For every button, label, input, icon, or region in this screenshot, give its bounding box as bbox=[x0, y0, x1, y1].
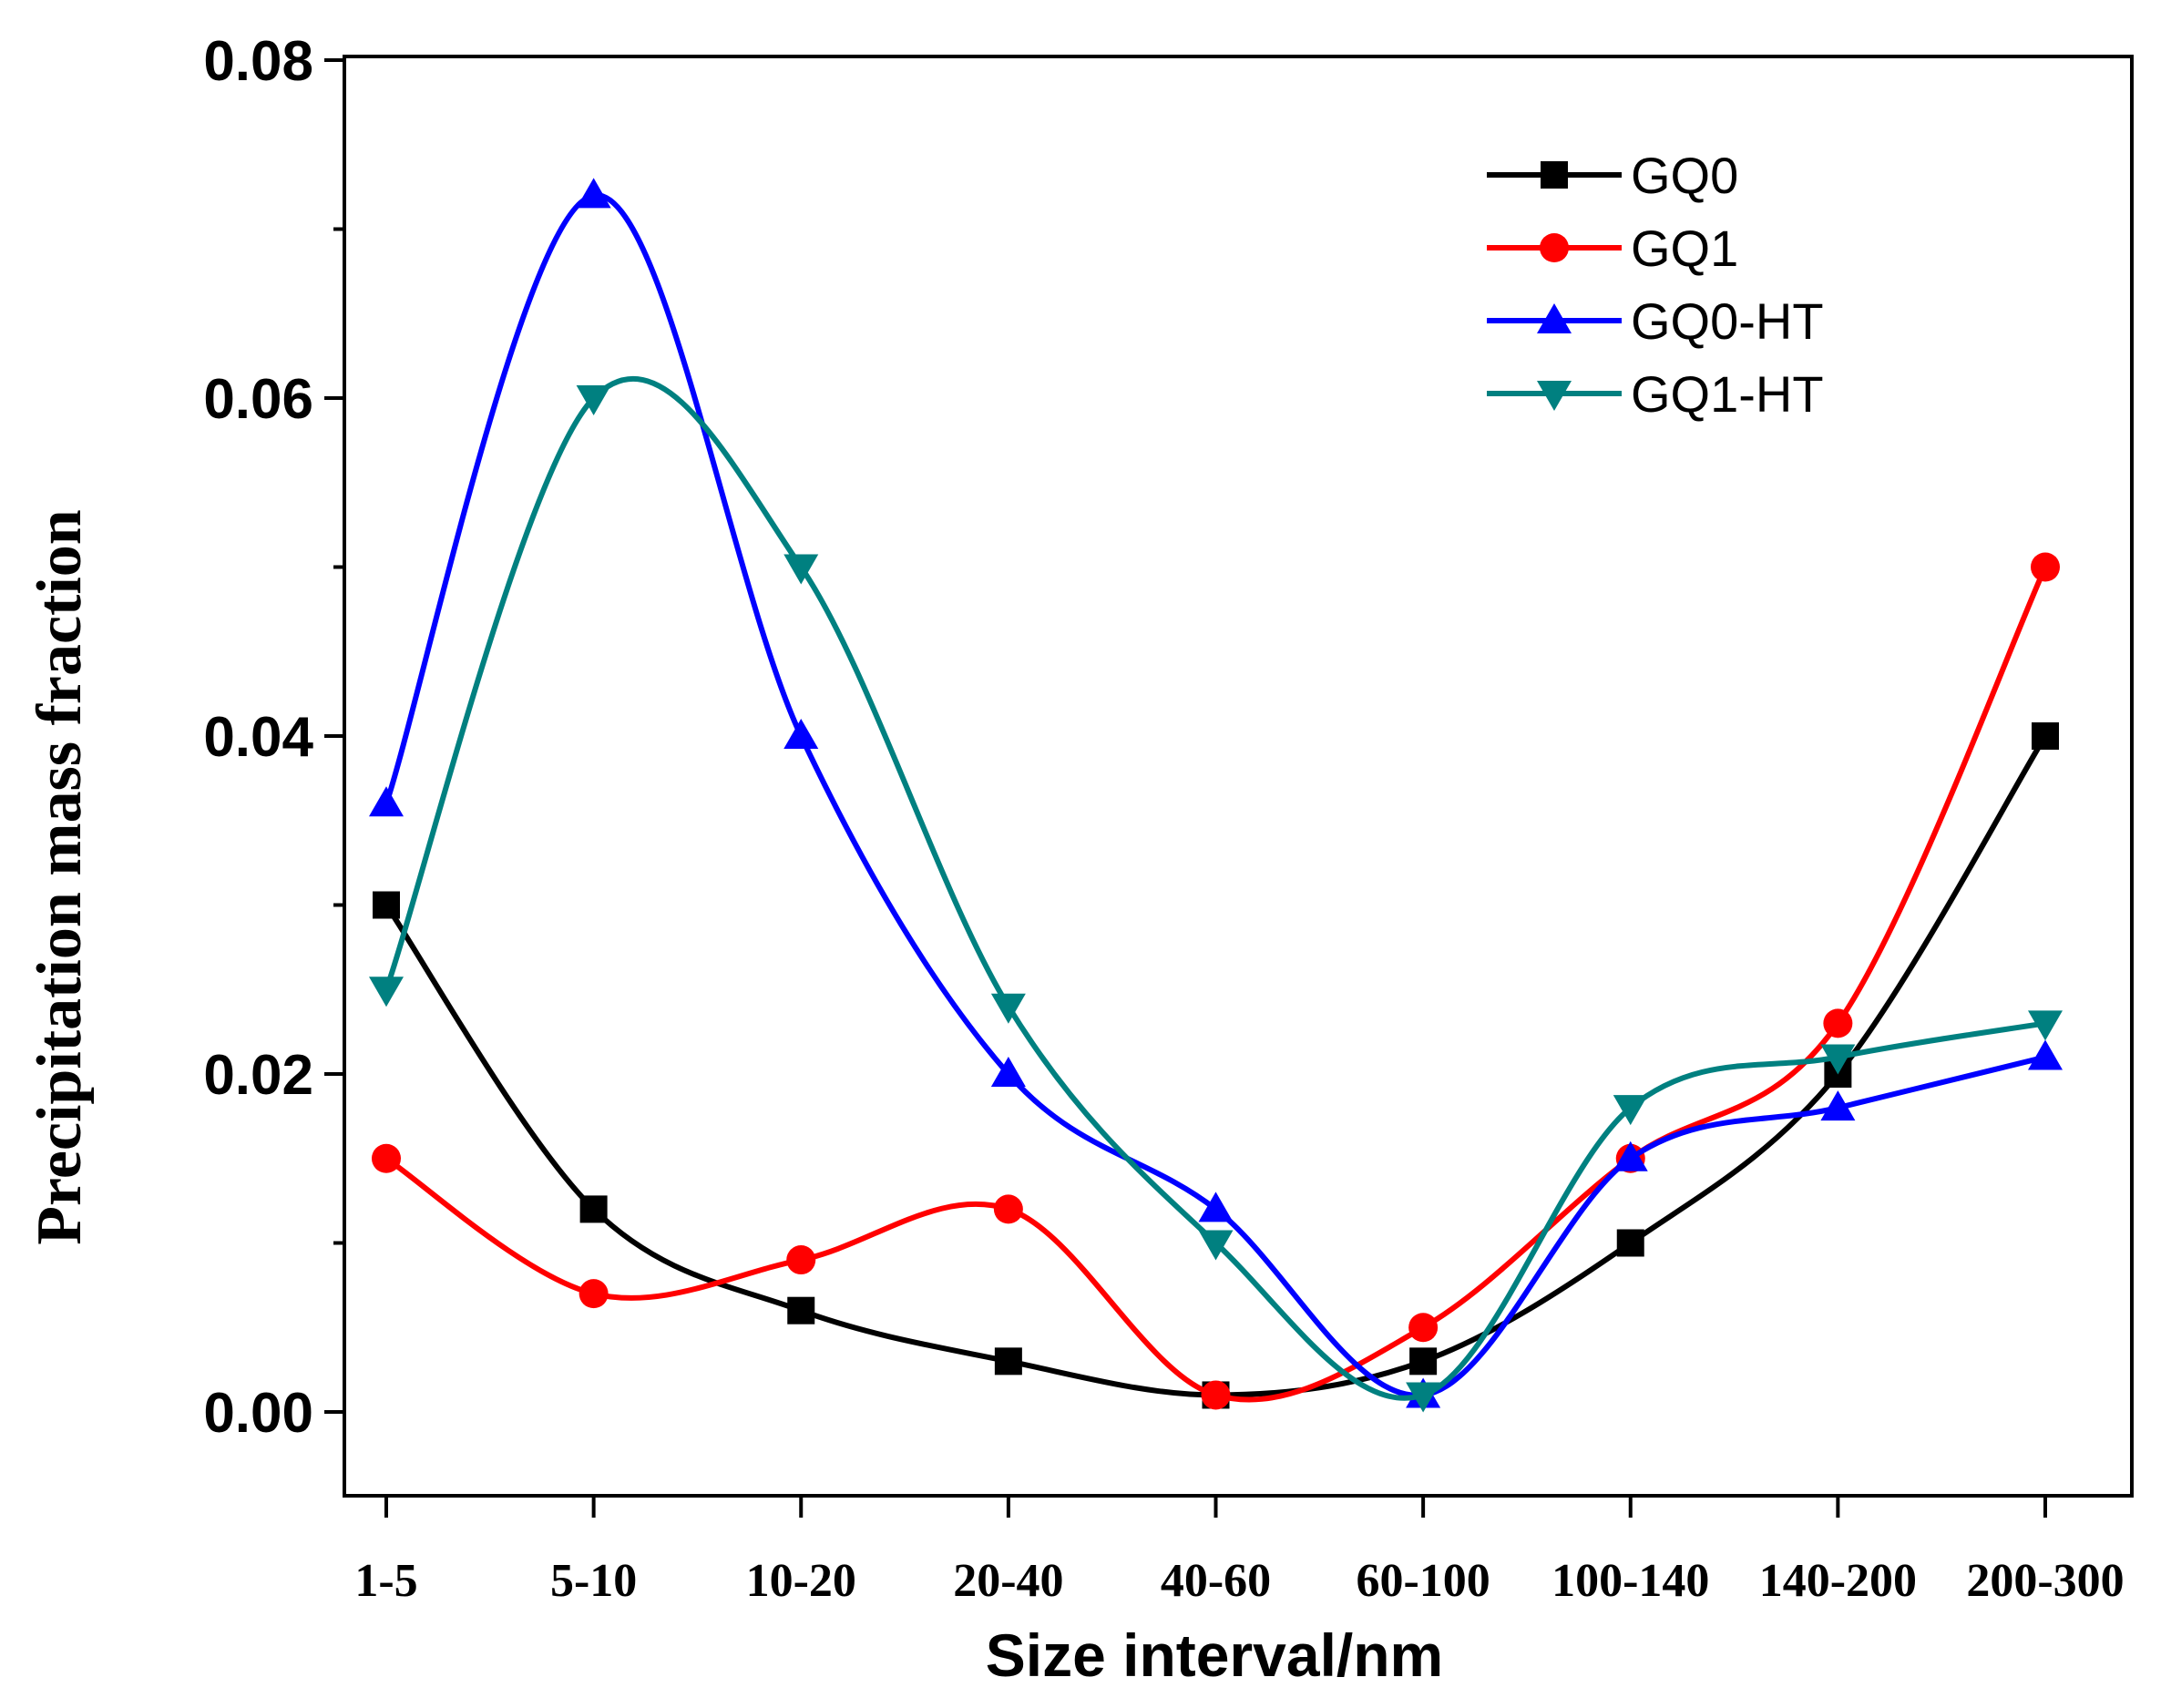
x-axis-label: Size interval/nm bbox=[986, 1621, 1444, 1689]
data-point bbox=[1820, 1090, 1856, 1121]
data-point bbox=[576, 385, 611, 415]
data-point bbox=[1820, 1044, 1856, 1075]
data-point bbox=[2028, 1039, 2063, 1070]
data-point bbox=[579, 1279, 609, 1309]
data-point bbox=[2032, 722, 2059, 750]
x-tick-label: 20-40 bbox=[953, 1555, 1063, 1607]
legend-marker bbox=[1537, 381, 1572, 411]
legend-marker bbox=[1540, 233, 1569, 262]
data-point bbox=[2031, 552, 2060, 582]
legend: GQ0 GQ1 GQ0-HT GQ1-HT bbox=[1487, 147, 1824, 423]
y-tick-label: 0.06 bbox=[203, 368, 313, 431]
legend-label: GQ1 bbox=[1631, 220, 1738, 277]
data-point bbox=[1823, 1008, 1853, 1038]
data-point bbox=[1613, 1140, 1648, 1171]
data-point bbox=[990, 993, 1026, 1024]
data-point bbox=[990, 1057, 1026, 1087]
legend-entry: GQ1 bbox=[1487, 220, 1738, 277]
series-line bbox=[384, 566, 2048, 1403]
data-point bbox=[576, 178, 611, 209]
data-point bbox=[369, 786, 404, 817]
legend-marker bbox=[1541, 161, 1568, 189]
x-tick-label: 5-10 bbox=[550, 1555, 637, 1607]
data-point bbox=[372, 1143, 401, 1173]
legend-entry: GQ0 bbox=[1487, 147, 1738, 204]
data-point bbox=[993, 1194, 1023, 1224]
data-point bbox=[786, 1245, 816, 1275]
data-point bbox=[369, 977, 404, 1007]
data-point bbox=[1409, 1347, 1438, 1376]
data-point bbox=[787, 1296, 815, 1324]
data-point bbox=[1198, 1192, 1234, 1222]
data-point bbox=[783, 719, 819, 749]
legend-entry: GQ1-HT bbox=[1487, 365, 1824, 423]
legend-entry: GQ0-HT bbox=[1487, 292, 1824, 350]
series-gq1 bbox=[372, 552, 2060, 1410]
data-point bbox=[1613, 1095, 1648, 1126]
data-point bbox=[994, 1347, 1022, 1376]
y-tick-label: 0.04 bbox=[203, 706, 313, 769]
legend-marker bbox=[1537, 303, 1572, 333]
data-point bbox=[783, 554, 819, 585]
series-gq1-ht bbox=[369, 375, 2063, 1413]
data-point bbox=[2028, 1010, 2063, 1041]
legend-label: GQ1-HT bbox=[1631, 365, 1824, 423]
plot-frame bbox=[343, 55, 2134, 1498]
series-group bbox=[369, 178, 2063, 1413]
data-point bbox=[1616, 1229, 1644, 1257]
series-gq0 bbox=[373, 722, 2059, 1409]
x-tick-label: 200-300 bbox=[1966, 1555, 2124, 1607]
data-point bbox=[1198, 1230, 1234, 1261]
y-tick-label: 0.02 bbox=[203, 1044, 313, 1107]
data-point bbox=[1201, 1380, 1231, 1410]
x-tick-label: 100-140 bbox=[1551, 1555, 1709, 1607]
y-tick-label: 0.08 bbox=[203, 30, 313, 93]
series-gq0-ht bbox=[369, 178, 2063, 1408]
legend-label: GQ0 bbox=[1631, 147, 1738, 204]
x-tick-label: 10-20 bbox=[746, 1555, 856, 1607]
data-point bbox=[579, 1195, 608, 1223]
data-point bbox=[1406, 1382, 1441, 1413]
y-axis-label: Precipitation mass fraction bbox=[25, 509, 95, 1244]
data-point bbox=[373, 891, 400, 919]
y-tick-label: 0.00 bbox=[203, 1382, 313, 1445]
axes: 0.00 0.02 0.04 0.06 0.08 1-5 5-10 10-20 20-40 40-… bbox=[203, 30, 2124, 1607]
x-tick-label: 60-100 bbox=[1356, 1555, 1490, 1607]
x-tick-label: 140-200 bbox=[1759, 1555, 1917, 1607]
data-point bbox=[1408, 1313, 1439, 1343]
x-tick-label: 40-60 bbox=[1161, 1555, 1271, 1607]
legend-label: GQ0-HT bbox=[1631, 292, 1824, 350]
x-tick-label: 1-5 bbox=[354, 1555, 417, 1607]
